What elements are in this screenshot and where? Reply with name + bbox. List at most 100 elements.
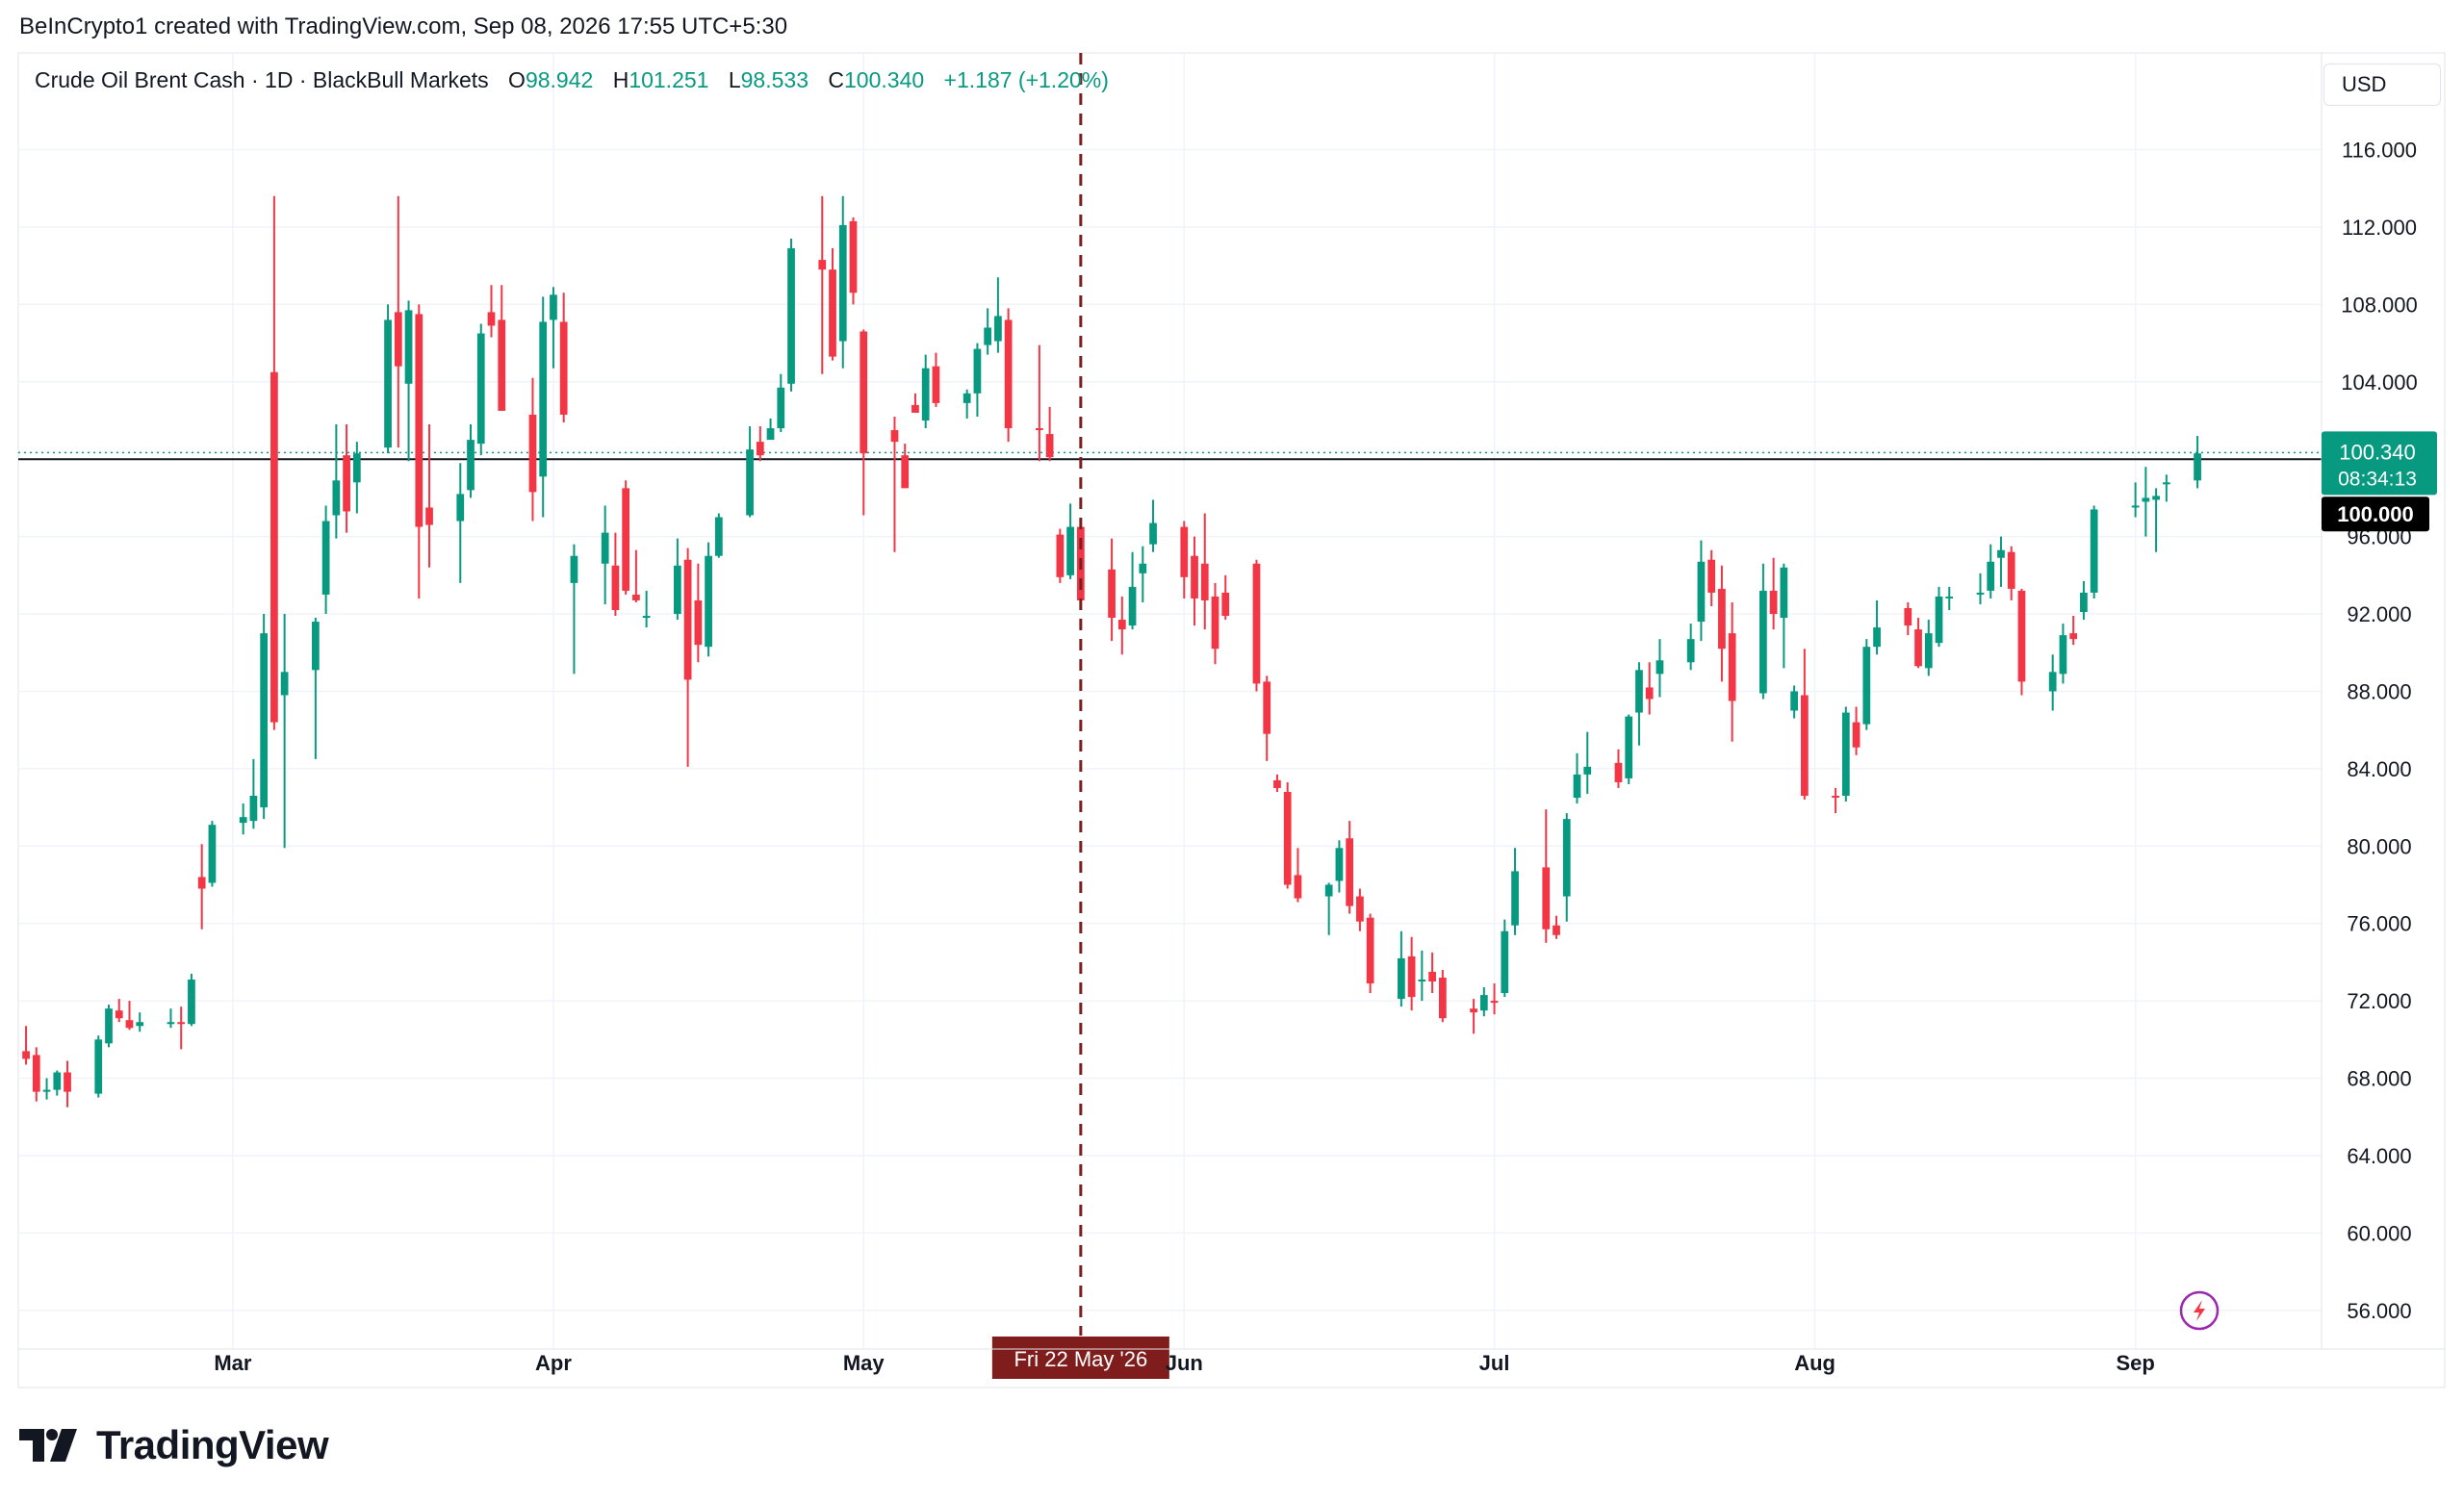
y-tick-label: 72.000 <box>2347 989 2411 1013</box>
candle-body <box>208 825 217 883</box>
candle-body <box>2090 509 2098 593</box>
candle-body <box>1252 563 1261 684</box>
current-price-label: 100.340 <box>2339 440 2416 464</box>
candle-body <box>1356 896 1364 922</box>
symbol-name[interactable]: Crude Oil Brent Cash · 1D · BlackBull Ma… <box>35 67 489 92</box>
candle-body <box>394 312 402 367</box>
chart-credit: BeInCrypto1 created with TradingView.com… <box>19 13 788 39</box>
candle-body <box>1335 848 1344 881</box>
x-tick-label: Mar <box>214 1351 252 1375</box>
candle-body <box>332 480 341 516</box>
candle-body <box>559 321 568 415</box>
candle-body <box>1759 590 1767 694</box>
candle-body <box>1036 428 1043 431</box>
y-tick-label: 104.000 <box>2341 370 2418 395</box>
candle-body <box>911 404 919 413</box>
axis-labels: 116.000112.000108.000104.00096.00092.000… <box>214 139 2437 1375</box>
candle-body <box>746 449 754 516</box>
candle-body <box>860 331 868 454</box>
candle-body <box>1139 563 1147 573</box>
candle-body <box>197 877 206 889</box>
candle-body <box>921 368 930 420</box>
candle-body <box>1366 917 1374 984</box>
candle-body <box>415 314 424 527</box>
candle-body <box>984 327 992 345</box>
x-tick-label: Jul <box>1479 1351 1510 1375</box>
candle-body <box>994 316 1002 342</box>
currency-button[interactable]: USD <box>2323 64 2441 106</box>
candle-body <box>1108 569 1116 619</box>
candle-body <box>2152 496 2160 500</box>
candle-body <box>1273 779 1281 788</box>
candle-body <box>2069 633 2078 640</box>
candle-body <box>125 1020 134 1029</box>
candle-body <box>838 224 847 342</box>
candle-body <box>1656 660 1664 675</box>
candle-body <box>1004 319 1013 429</box>
candle-body <box>2017 590 2026 682</box>
candle-body <box>343 455 350 512</box>
candlestick-series[interactable] <box>22 195 2201 1108</box>
candle-body <box>962 393 971 403</box>
candle-body <box>404 310 413 384</box>
low-label: L <box>728 67 741 92</box>
countdown-label: 08:34:13 <box>2338 468 2417 490</box>
open-label: O <box>508 67 526 92</box>
candle-body <box>642 616 651 619</box>
candle-body <box>1583 766 1592 775</box>
candle-body <box>1862 647 1871 725</box>
candle-body <box>601 532 609 564</box>
candle-body <box>1542 867 1551 930</box>
low-value: 98.533 <box>740 67 808 92</box>
candle-body <box>673 565 681 615</box>
candle-body <box>1428 971 1436 982</box>
candle-body <box>249 796 258 822</box>
candle-body <box>1614 762 1623 782</box>
candle-body <box>1625 716 1633 778</box>
tradingview-brand[interactable]: TradingView <box>19 1422 329 1468</box>
candle-body <box>632 594 640 600</box>
candle-body <box>1479 995 1488 1011</box>
candle-body <box>53 1072 62 1090</box>
candle-body <box>756 442 764 456</box>
y-tick-label: 68.000 <box>2347 1067 2411 1091</box>
candle-body <box>1924 633 1933 669</box>
candle-body <box>136 1022 144 1027</box>
candle-body <box>115 1010 123 1019</box>
date-marker: Fri 22 May '26 <box>991 53 1169 1379</box>
lightning-icon[interactable] <box>2179 1290 2220 1331</box>
candle-body <box>467 440 475 491</box>
candle-body <box>890 430 899 443</box>
candle-body <box>22 1051 30 1059</box>
y-tick-label: 92.000 <box>2347 602 2411 626</box>
candle-body <box>1790 691 1798 711</box>
y-tick-label: 116.000 <box>2342 139 2417 163</box>
y-tick-label: 84.000 <box>2347 757 2411 781</box>
candle-body <box>694 599 703 646</box>
candle-body <box>1800 695 1809 797</box>
candle-body <box>539 321 548 477</box>
candle-body <box>777 387 785 429</box>
y-tick-label: 108.000 <box>2341 293 2418 317</box>
candle-body <box>1490 1001 1499 1004</box>
candle-body <box>766 428 775 441</box>
y-tick-label: 112.000 <box>2342 216 2417 240</box>
candle-body <box>2059 635 2067 675</box>
candle-body <box>1066 526 1074 575</box>
candle-body <box>1852 722 1861 748</box>
candle-body <box>177 1022 186 1025</box>
candle-body <box>1283 791 1292 885</box>
price-levels <box>18 451 2322 461</box>
candle-body <box>528 414 537 493</box>
candle-body <box>42 1089 51 1092</box>
candle-body <box>787 248 795 384</box>
candle-body <box>1180 526 1189 577</box>
candle-body <box>1904 607 1912 626</box>
candle-body <box>2048 672 2057 692</box>
candle-body <box>2080 592 2088 613</box>
candle-body <box>321 521 330 595</box>
candle-body <box>1573 774 1581 799</box>
chart-pane-frame <box>17 52 2446 1388</box>
candle-body <box>683 559 692 680</box>
